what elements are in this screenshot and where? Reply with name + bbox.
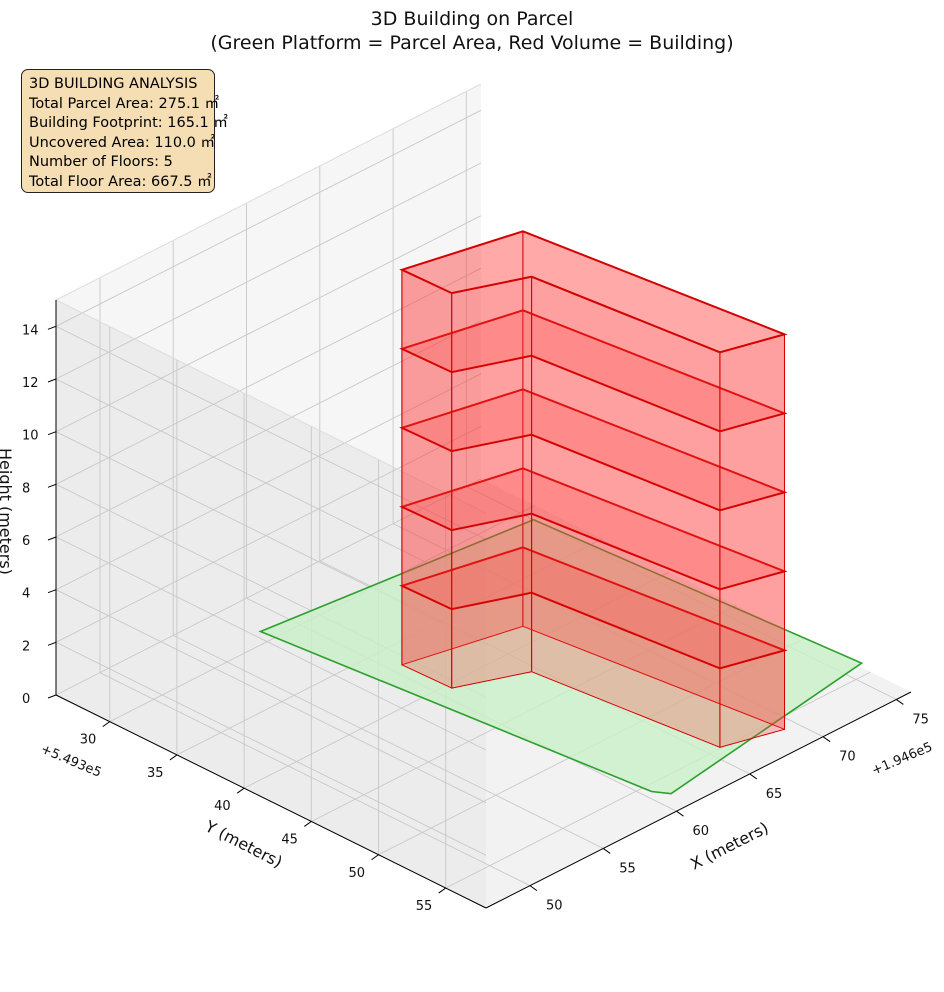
z-tick-label-0: 0	[22, 692, 30, 707]
x-tick-50	[529, 885, 538, 892]
z-tick-label-2: 2	[22, 639, 30, 654]
info-line-total-floor-area: Total Floor Area: 667.5 ㎡	[29, 173, 212, 190]
z-tick-10	[47, 431, 57, 436]
analysis-info-box: 3D BUILDING ANALYSIS Total Parcel Area: …	[21, 69, 228, 193]
parcel-platform	[258, 518, 864, 795]
info-line-floors: Number of Floors: 5	[29, 154, 173, 170]
x-tick-label-65: 65	[766, 787, 783, 802]
y-axis-label: Y (meters)	[201, 816, 285, 871]
info-line-parcel-area: Total Parcel Area: 275.1 ㎡	[29, 95, 220, 112]
y-axis-line	[55, 694, 487, 909]
y-tick-40	[236, 787, 245, 794]
x-tick-label-60: 60	[693, 824, 710, 839]
z-tick-0	[47, 694, 57, 699]
y-offset-label: +5.493e5	[38, 742, 103, 781]
y-tick-30	[102, 721, 111, 728]
y-tick-label-45: 45	[281, 832, 298, 847]
y-tick-50	[371, 854, 379, 861]
z-axis-label: Height (meters)	[0, 448, 15, 575]
building-floor-2	[399, 467, 788, 670]
building-floor-1	[399, 546, 788, 749]
y-tick-label-50: 50	[349, 866, 366, 881]
z-tick-label-8: 8	[22, 481, 30, 496]
z-tick-label-4: 4	[22, 587, 30, 602]
x-tick-60	[676, 810, 684, 817]
z-tick-14	[47, 325, 57, 330]
x-tick-55	[602, 848, 611, 854]
info-line-footprint: Building Footprint: 165.1 ㎡	[29, 115, 228, 131]
x-tick-label-70: 70	[839, 750, 856, 765]
floor-5-slab	[399, 230, 788, 354]
y-tick-45	[304, 821, 312, 827]
x-tick-65	[749, 773, 758, 780]
x-offset-label: +1.946e5	[870, 740, 935, 779]
z-tick-8	[47, 483, 57, 488]
x-axis-line	[485, 691, 912, 909]
y-tick-35	[169, 754, 178, 761]
y-tick-label-40: 40	[214, 799, 231, 814]
y-tick-label-30: 30	[80, 733, 97, 748]
x-tick-70	[822, 736, 831, 743]
chart-subtitle: (Green Platform = Parcel Area, Red Volum…	[210, 32, 734, 54]
y-tick-label-55: 55	[416, 899, 433, 914]
y-tick-55	[438, 887, 446, 894]
y-tick-label-35: 35	[147, 766, 164, 781]
z-tick-6	[47, 536, 57, 541]
z-tick-label-14: 14	[22, 323, 39, 338]
chart-title: 3D Building on Parcel	[370, 8, 574, 30]
z-tick-label-12: 12	[22, 376, 39, 391]
x-tick-75	[896, 699, 904, 705]
x-tick-label-50: 50	[546, 899, 563, 914]
z-tick-12	[47, 378, 57, 383]
x-tick-label-55: 55	[619, 861, 636, 876]
info-line-heading: 3D BUILDING ANALYSIS	[29, 76, 198, 92]
geometry	[258, 230, 864, 795]
info-line-uncovered-area: Uncovered Area: 110.0 ㎡	[29, 134, 216, 151]
z-tick-label-6: 6	[22, 534, 30, 549]
axis-lines	[47, 300, 912, 909]
z-tick-4	[47, 589, 57, 594]
x-tick-label-75: 75	[912, 712, 929, 727]
z-tick-label-10: 10	[22, 429, 39, 444]
building-floor-5	[399, 230, 788, 433]
z-tick-2	[47, 641, 57, 646]
